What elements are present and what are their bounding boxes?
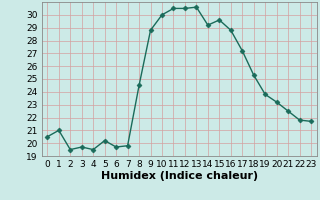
X-axis label: Humidex (Indice chaleur): Humidex (Indice chaleur): [100, 171, 258, 181]
